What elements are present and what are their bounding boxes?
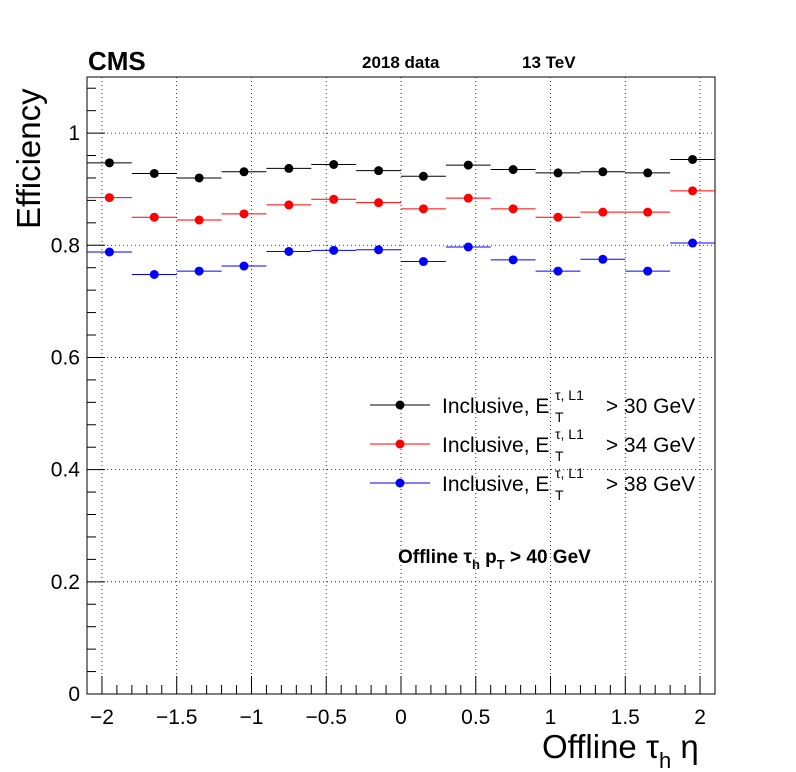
data-point (553, 168, 563, 178)
legend-label-suffix: > 34 GeV (600, 434, 695, 457)
legend-marker (395, 439, 405, 449)
x-tick-label: 1 (545, 706, 557, 729)
selection-annotation: Offline τh pT > 40 GeV (398, 547, 591, 572)
annotation-p: p (480, 547, 497, 568)
x-tick-label: −2 (90, 706, 114, 729)
data-point (688, 238, 698, 248)
data-points (87, 154, 715, 279)
data-point (418, 204, 428, 214)
x-axis-title: Offline τh η (542, 728, 699, 772)
legend-label: Inclusive, E τ, L1 T > 30 GeV (442, 387, 695, 425)
x-tick-label: −1 (239, 706, 263, 729)
data-point (643, 207, 653, 217)
data-point (553, 212, 563, 222)
x-tick-label: 2 (694, 706, 706, 729)
data-point (374, 198, 384, 208)
data-point (284, 163, 294, 173)
x-tick-label: 0.5 (461, 706, 490, 729)
x-axis-title-tau: τ (646, 728, 659, 765)
data-point (508, 255, 518, 265)
data-point (374, 245, 384, 255)
data-point (284, 200, 294, 210)
annotation-prefix: Offline (398, 547, 463, 568)
legend-label-sub: T (555, 409, 564, 425)
legend-label-suffix: > 38 GeV (600, 473, 695, 496)
legend-label-sup: τ, L1 (555, 465, 584, 481)
energy-label: 13 TeV (522, 53, 576, 72)
data-point (194, 215, 204, 225)
data-point (688, 186, 698, 196)
data-point (149, 212, 159, 222)
data-point (239, 209, 249, 219)
data-point (418, 171, 428, 181)
data-point (104, 158, 114, 168)
data-point (329, 245, 339, 255)
legend-label-prefix: Inclusive, E (442, 434, 549, 457)
data-point (418, 257, 428, 267)
annotation-p-sub: T (497, 557, 505, 572)
data-point (149, 168, 159, 178)
data-point (463, 242, 473, 252)
x-tick-label: −0.5 (306, 706, 347, 729)
data-point (284, 246, 294, 256)
annotation-tau-sub: h (472, 557, 480, 572)
legend-label: Inclusive, E τ, L1 T > 34 GeV (442, 426, 695, 464)
x-tick-label: 1.5 (611, 706, 640, 729)
data-point (598, 207, 608, 217)
data-point (329, 160, 339, 170)
data-point (104, 193, 114, 203)
legend-label-sub: T (555, 448, 564, 464)
annotation-suffix: > 40 GeV (505, 547, 591, 568)
data-point (598, 254, 608, 264)
data-point (149, 269, 159, 279)
data-point (194, 173, 204, 183)
data-point (104, 247, 114, 257)
data-point (688, 154, 698, 164)
legend-marker (395, 400, 405, 410)
x-axis-title-eta: η (671, 728, 699, 765)
data-point (239, 167, 249, 177)
x-tick-label: 0 (395, 706, 407, 729)
y-tick-label: 0.6 (51, 346, 80, 369)
data-point (508, 165, 518, 175)
data-point (194, 266, 204, 276)
data-point (643, 168, 653, 178)
x-axis-title-sub: h (659, 748, 671, 772)
legend-label-sup: τ, L1 (555, 387, 584, 403)
cms-label: CMS (88, 46, 146, 76)
data-point (553, 266, 563, 276)
data-point (239, 261, 249, 271)
y-tick-label: 0.2 (51, 571, 80, 594)
y-tick-label: 1 (68, 122, 80, 145)
y-axis-title: Efficiency (10, 88, 47, 229)
data-point (329, 194, 339, 204)
dataset-label: 2018 data (362, 53, 440, 72)
x-tick-label: −1.5 (156, 706, 197, 729)
data-point (598, 167, 608, 177)
legend-marker (395, 478, 405, 488)
annotation-tau: τ (463, 547, 472, 568)
legend-label: Inclusive, E τ, L1 T > 38 GeV (442, 465, 695, 503)
legend-label-sup: τ, L1 (555, 426, 584, 442)
data-point (508, 204, 518, 214)
legend-label-prefix: Inclusive, E (442, 473, 549, 496)
data-point (463, 193, 473, 203)
x-axis-title-prefix: Offline (542, 728, 646, 765)
y-tick-label: 0.8 (51, 234, 80, 257)
grid-lines (87, 77, 715, 694)
axes: −2 −1.5 −1 −0.5 0 0.5 1 1.5 2 0 0.2 0.4 0.6 0.8 1 (51, 87, 716, 729)
legend-label-sub: T (555, 487, 564, 503)
data-point (643, 266, 653, 276)
data-point (463, 160, 473, 170)
y-tick-label: 0 (68, 683, 80, 706)
y-tick-label: 0.4 (51, 459, 81, 482)
legend-label-prefix: Inclusive, E (442, 395, 549, 418)
legend-label-suffix: > 30 GeV (600, 395, 695, 418)
data-point (374, 166, 384, 176)
